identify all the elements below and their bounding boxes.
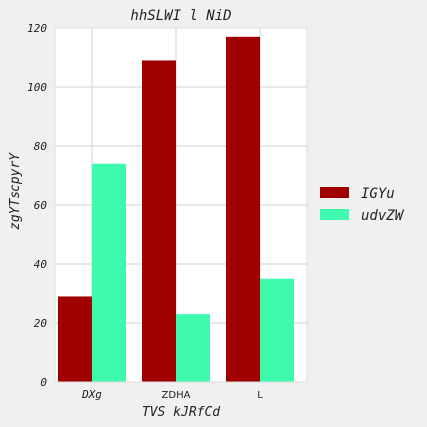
bar-IGYu-ZDHA: [142, 60, 176, 382]
x-axis-label: TVS kJRfCd: [142, 405, 220, 420]
y-tick-label: 100: [27, 81, 47, 94]
y-tick-label: 60: [34, 199, 48, 212]
bars-group: [58, 36, 294, 382]
y-axis-label-line-2: zgYTs: [8, 191, 23, 230]
x-tick-label: DXg: [81, 388, 102, 401]
legend-label-udvZW: udvZW: [361, 208, 405, 224]
legend-label-IGYu: IGYu: [361, 186, 395, 202]
y-tick-label: 0: [40, 376, 47, 389]
bar-udvZW-ZDHA: [176, 314, 210, 382]
legend-swatch-IGYu: [320, 187, 349, 198]
bar-udvZW-DXg: [92, 163, 126, 382]
y-tick-label: 80: [34, 140, 48, 153]
x-tick-labels: DXg ZDHA L: [81, 388, 263, 401]
y-axis-label-line-1: cpyrY: [8, 152, 23, 192]
bar-IGYu-DXg: [58, 296, 92, 382]
y-tick-label: 20: [34, 317, 48, 330]
x-tick-label: L: [257, 390, 263, 401]
legend: IGYu udvZW: [320, 186, 405, 224]
plot-frame: [54, 27, 308, 383]
y-tick-label: 40: [34, 258, 48, 271]
y-tick-label: 120: [27, 22, 47, 35]
y-tick-labels: 0 20 40 60 80 100 120: [27, 22, 47, 389]
bar-udvZW-L: [260, 278, 294, 382]
chart-title: hhSLWI l NiD: [130, 8, 231, 24]
legend-swatch-udvZW: [320, 209, 349, 220]
x-tick-label: ZDHA: [162, 390, 191, 401]
bar-IGYu-L: [226, 36, 260, 382]
